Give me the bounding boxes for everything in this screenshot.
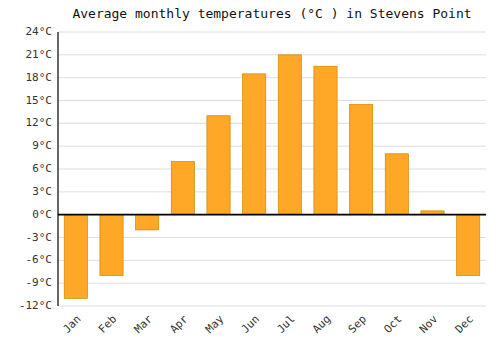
- bar: [278, 55, 301, 215]
- y-tick-label: 9°C: [32, 139, 52, 152]
- y-axis-line: [57, 32, 58, 306]
- x-tick-label: Dec: [453, 313, 476, 336]
- grid-line: [58, 54, 486, 55]
- grid-line: [58, 100, 486, 101]
- y-tick-label: 15°C: [26, 94, 53, 107]
- y-tick-label: 6°C: [32, 162, 52, 175]
- grid-line: [58, 146, 486, 147]
- y-tick-label: 3°C: [32, 185, 52, 198]
- grid-line: [58, 169, 486, 170]
- y-grid: [58, 32, 486, 306]
- x-tick-label: Feb: [96, 313, 119, 336]
- bars: [64, 55, 480, 299]
- grid-line: [58, 214, 486, 215]
- grid-line: [58, 306, 486, 307]
- grid-line: [58, 32, 486, 33]
- y-tick-label: 24°C: [26, 25, 53, 38]
- bar: [64, 215, 87, 299]
- grid-line: [58, 123, 486, 124]
- x-tick-label: May: [203, 312, 227, 336]
- y-tick-label: 21°C: [26, 48, 53, 61]
- y-tick-label: -3°C: [26, 231, 53, 244]
- grid-line: [58, 77, 486, 78]
- x-tick-label: Oct: [381, 313, 404, 336]
- grid-line: [58, 283, 486, 284]
- x-tick-label: Jun: [239, 313, 262, 336]
- x-tick-label: Aug: [310, 313, 333, 336]
- bar: [314, 66, 337, 214]
- chart-container: -12°C -9°C -6°C -3°C 0°C 3°C 6°C 9°C 12°C 15°C 18°…: [0, 0, 500, 350]
- x-axis: Jan Feb Mar Apr May Jun Jul Aug Sep Oct Nov Dec: [60, 312, 476, 336]
- y-tick-label: -12°C: [19, 299, 52, 312]
- x-tick-label: Sep: [346, 313, 369, 336]
- x-tick-label: Nov: [417, 312, 441, 336]
- bar: [207, 116, 230, 215]
- y-tick-label: -9°C: [26, 276, 53, 289]
- zero-line: [58, 214, 486, 216]
- y-tick-label: 0°C: [32, 208, 52, 221]
- x-tick-label: Mar: [132, 312, 156, 336]
- x-tick-label: Jul: [274, 313, 297, 336]
- bar: [243, 74, 266, 215]
- y-tick-label: 12°C: [26, 116, 53, 129]
- x-tick-label: Jan: [60, 313, 83, 336]
- y-tick-label: 18°C: [26, 71, 53, 84]
- bar: [136, 215, 159, 230]
- bar: [171, 161, 194, 214]
- y-tick-label: -6°C: [26, 253, 53, 266]
- bar: [457, 215, 480, 276]
- x-tick-label: Apr: [167, 312, 191, 336]
- y-axis: -12°C -9°C -6°C -3°C 0°C 3°C 6°C 9°C 12°C 15°C 18°…: [19, 25, 52, 312]
- bar: [100, 215, 123, 276]
- bar: [350, 104, 373, 214]
- chart-svg: -12°C -9°C -6°C -3°C 0°C 3°C 6°C 9°C 12°C 15°C 18°…: [0, 0, 500, 350]
- grid-line: [58, 191, 486, 192]
- bar: [385, 154, 408, 215]
- chart-title: Average monthly temperatures (°C ) in St…: [72, 6, 471, 21]
